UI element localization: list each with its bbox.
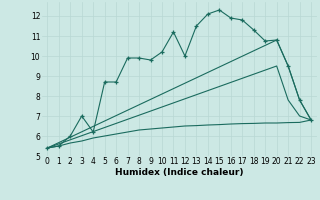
X-axis label: Humidex (Indice chaleur): Humidex (Indice chaleur): [115, 168, 244, 177]
